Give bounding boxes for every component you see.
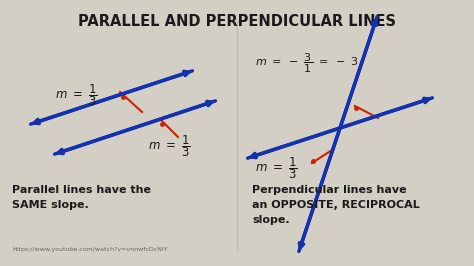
Text: $m\ =\ \dfrac{1}{3}$: $m\ =\ \dfrac{1}{3}$ bbox=[148, 133, 191, 159]
Text: $m\ =\ \dfrac{1}{3}$: $m\ =\ \dfrac{1}{3}$ bbox=[255, 155, 298, 181]
Text: slope.: slope. bbox=[252, 215, 290, 225]
Text: $m\ =\ -\ \dfrac{3}{1}\ =\ -\ 3$: $m\ =\ -\ \dfrac{3}{1}\ =\ -\ 3$ bbox=[255, 52, 359, 76]
Text: an OPPOSITE, RECIPROCAL: an OPPOSITE, RECIPROCAL bbox=[252, 200, 420, 210]
Text: Parallel lines have the: Parallel lines have the bbox=[12, 185, 151, 195]
Text: Perpendicular lines have: Perpendicular lines have bbox=[252, 185, 407, 195]
Text: SAME slope.: SAME slope. bbox=[12, 200, 89, 210]
Text: https://www.youtube.com/watch?v=vnnwfcDcNlY: https://www.youtube.com/watch?v=vnnwfcDc… bbox=[12, 247, 168, 252]
Text: PARALLEL AND PERPENDICULAR LINES: PARALLEL AND PERPENDICULAR LINES bbox=[78, 14, 396, 29]
Text: $m\ =\ \dfrac{1}{3}$: $m\ =\ \dfrac{1}{3}$ bbox=[55, 82, 98, 108]
